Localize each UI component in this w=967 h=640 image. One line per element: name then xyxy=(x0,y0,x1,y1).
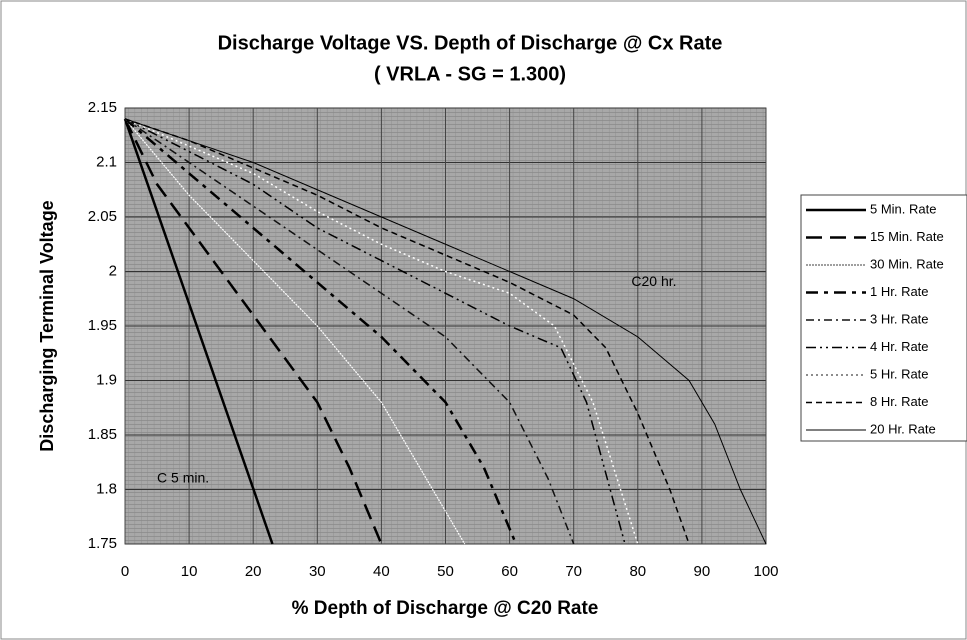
legend xyxy=(800,194,967,442)
y-tick-label: 2 xyxy=(109,262,117,279)
annotation: C 5 min. xyxy=(157,469,209,485)
y-tick-label: 1.8 xyxy=(96,480,117,497)
legend-label: 4 Hr. Rate xyxy=(870,339,929,354)
y-tick-label: 1.9 xyxy=(96,371,117,388)
x-tick-label: 100 xyxy=(753,563,778,580)
x-tick-label: 80 xyxy=(629,563,646,580)
x-tick-label: 0 xyxy=(121,563,129,580)
y-tick-label: 1.95 xyxy=(88,317,117,334)
x-tick-label: 30 xyxy=(309,563,326,580)
x-tick-label: 70 xyxy=(565,563,582,580)
series-line xyxy=(124,118,639,545)
legend-label: 1 Hr. Rate xyxy=(870,284,929,299)
y-axis-label: Discharging Terminal Voltage xyxy=(37,200,57,451)
x-tick-label: 20 xyxy=(245,563,262,580)
series-line xyxy=(124,118,690,545)
x-tick-label: 40 xyxy=(373,563,390,580)
legend-label: 30 Min. Rate xyxy=(870,256,944,271)
series-line xyxy=(124,118,626,545)
annotation: C20 hr. xyxy=(631,273,676,289)
x-tick-label: 10 xyxy=(181,563,198,580)
legend-label: 5 Hr. Rate xyxy=(870,366,929,381)
series-line xyxy=(124,118,767,545)
x-tick-label: 90 xyxy=(694,563,711,580)
series-line xyxy=(123,118,274,545)
chart-title: Discharge Voltage VS. Depth of Discharge… xyxy=(218,32,723,54)
x-tick-label: 60 xyxy=(501,563,518,580)
y-tick-label: 2.05 xyxy=(88,208,117,225)
series-line xyxy=(123,118,383,545)
legend-label: 8 Hr. Rate xyxy=(870,394,929,409)
series-line xyxy=(124,118,466,545)
legend-label: 5 Min. Rate xyxy=(870,201,936,216)
legend-label: 20 Hr. Rate xyxy=(870,421,936,436)
series-line xyxy=(124,118,575,545)
chart-subtitle: ( VRLA - SG = 1.300) xyxy=(374,63,566,85)
x-axis-label: % Depth of Discharge @ C20 Rate xyxy=(292,598,599,619)
y-tick-label: 2.1 xyxy=(96,153,117,170)
y-tick-label: 2.15 xyxy=(88,99,117,116)
x-tick-label: 50 xyxy=(437,563,454,580)
y-tick-label: 1.85 xyxy=(88,426,117,443)
legend-label: 15 Min. Rate xyxy=(870,229,944,244)
y-tick-label: 1.75 xyxy=(88,535,117,552)
legend-label: 3 Hr. Rate xyxy=(870,311,929,326)
